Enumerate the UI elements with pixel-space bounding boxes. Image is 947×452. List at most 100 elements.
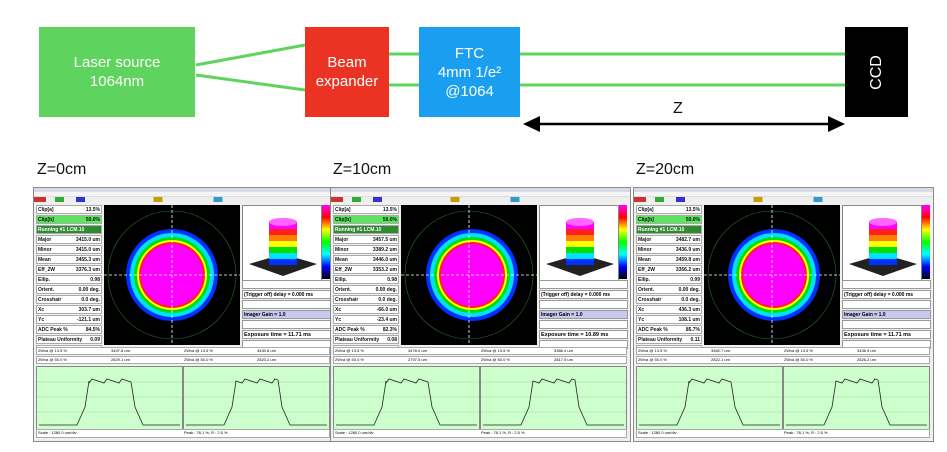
stats-cell: 2Wva @ 50.0 %	[638, 357, 667, 362]
measure-row: Orient. 0.00 deg.	[333, 285, 399, 294]
title-bar	[34, 188, 333, 192]
menu-bar	[34, 192, 333, 197]
profile-plot-x	[333, 366, 480, 430]
stats-cell: 3482.7 um	[711, 348, 730, 353]
control-panel: (Trigger off) delay = 0.000 ms Imager Gai…	[539, 280, 628, 350]
profiler-panel-0: Clip[a] 13.5% Clip[b] 50.0% Running #1 LCM.1…	[33, 187, 334, 442]
stats-row: 2Wva @ 50.0 % 2829.1 um 2Wva @ 50.0 % 2820.…	[36, 356, 330, 364]
gain-slider[interactable]	[242, 320, 331, 329]
toolbar[interactable]	[331, 197, 630, 202]
clip-b-row-value: 50.0%	[685, 216, 700, 223]
beam-3d-svg	[249, 218, 317, 276]
measure-row-key: Ellip.	[638, 276, 650, 283]
measure-row-value: 3457.5 um	[372, 236, 397, 243]
measure-row-value: 0.0 deg.	[378, 296, 397, 303]
profile-curve	[639, 378, 780, 426]
trigger-delay[interactable]: (Trigger off) delay = 0.000 ms	[242, 290, 331, 299]
clip-b-row: Clip[b] 50.0%	[636, 215, 702, 224]
clip-a-row: Clip[a] 13.5%	[36, 205, 102, 214]
beam-3d-view	[539, 205, 619, 281]
measure-row-key: Major	[638, 236, 652, 243]
stats-cell: 2797.5 um	[408, 357, 427, 362]
measure-row: Minor 3436.9 um	[636, 245, 702, 254]
trigger-delay[interactable]: (Trigger off) delay = 0.000 ms	[842, 290, 931, 299]
profile-svg	[784, 378, 929, 426]
beam-3d-slice	[269, 258, 297, 265]
exposure-time[interactable]: Exposure time = 11.71 ms	[242, 330, 331, 339]
measure-row-key: Yc	[335, 316, 342, 323]
measure-row-key: Mean	[638, 256, 651, 263]
stats-cell: 3478.0 um	[408, 348, 427, 353]
footer-text: Scale : 1280.0 um/div	[38, 430, 77, 435]
toolbar[interactable]	[34, 197, 333, 202]
clip-a-row: Clip[a] 13.5%	[636, 205, 702, 214]
color-scale-bar	[619, 205, 627, 279]
measure-row-value: 303.7 um	[78, 306, 100, 313]
profile-plot-y	[783, 366, 930, 430]
clip-a-row-value: 13.5%	[382, 206, 397, 213]
measure-row-key: Ellip.	[335, 276, 347, 283]
beam-expander-box: Beam expander	[305, 27, 389, 117]
clip-b-row: Clip[b] 50.0%	[36, 215, 102, 224]
slider-track[interactable]	[242, 300, 331, 309]
stats-cell: 2Wva @ 13.5 %	[638, 348, 667, 353]
beam-3d-slice	[566, 228, 594, 235]
stats-row: 2Wva @ 13.5 % 3478.0 um 2Wva @ 13.5 % 3386.…	[333, 347, 627, 355]
measure-row-key: Orient.	[638, 286, 655, 293]
measure-row-value: 3415.0 um	[75, 246, 100, 253]
footer-text: Peak : 78.1 %, R : 2.5 %	[784, 430, 828, 435]
width-stats: 2Wva @ 13.5 % 3482.7 um 2Wva @ 13.5 % 3436.…	[636, 347, 930, 365]
exposure-time[interactable]: Exposure time = 10.89 ms	[539, 330, 628, 339]
adc-peak-row: ADC Peak % 82.3%	[333, 325, 399, 334]
toolbar[interactable]	[634, 197, 933, 202]
profile-svg	[334, 378, 479, 426]
gain-slider[interactable]	[539, 320, 628, 329]
measure-row-value: 3459.8 um	[675, 256, 700, 263]
beam-3d-slice	[566, 240, 594, 247]
measure-row: Orient. 0.00 deg.	[36, 285, 102, 294]
stats-cell: 2Wva @ 13.5 %	[335, 348, 364, 353]
stats-cell: 3436.9 um	[857, 348, 876, 353]
trigger-delay[interactable]: (Trigger off) delay = 0.000 ms	[539, 290, 628, 299]
measure-row-key: Eff_2W	[638, 266, 655, 273]
measure-row: Crosshair 0.0 deg.	[333, 295, 399, 304]
beam-3d-view	[242, 205, 322, 281]
clip-a-row-key: Clip[a]	[638, 206, 654, 213]
measure-row-key: Minor	[638, 246, 652, 253]
beam-3d-svg	[546, 218, 614, 276]
measure-row-value: 3415.0 um	[75, 236, 100, 243]
imager-gain[interactable]: Imager Gain = 1.0	[242, 310, 331, 319]
profile-svg	[637, 378, 782, 426]
plateau-row-value: 0.11	[690, 336, 700, 343]
stats-cell: 2Wva @ 50.0 %	[38, 357, 67, 362]
profile-plot-x	[36, 366, 183, 430]
stats-cell: 2Wva @ 50.0 %	[481, 357, 510, 362]
beam-line-upper-1	[195, 43, 306, 67]
menu-bar	[634, 192, 933, 197]
measure-row: Ellip. 0.98	[333, 275, 399, 284]
profile-curve	[786, 378, 927, 426]
measure-row-key: Eff_2W	[335, 266, 352, 273]
beam-3d-slice	[269, 240, 297, 247]
imager-gain[interactable]: Imager Gain = 1.0	[842, 310, 931, 319]
exposure-time[interactable]: Exposure time = 11.71 ms	[842, 330, 931, 339]
footer-text: Scale : 1280.0 um/div	[638, 430, 677, 435]
beam-3d-slice	[566, 246, 594, 253]
beam-path-svg	[195, 43, 845, 132]
profile-plot-y	[183, 366, 330, 430]
beam-3d-slice	[566, 234, 594, 241]
gain-slider[interactable]	[842, 320, 931, 329]
measure-row-key: Orient.	[335, 286, 352, 293]
slider-track[interactable]	[539, 300, 628, 309]
measure-row-value: 0.0 deg.	[681, 296, 700, 303]
imager-gain[interactable]: Imager Gain = 1.0	[539, 310, 628, 319]
measure-row-value: 0.00 deg.	[678, 286, 700, 293]
width-stats: 2Wva @ 13.5 % 3437.8 um 2Wva @ 13.5 % 3430.…	[36, 347, 330, 365]
measure-row-value: 0.0 deg.	[81, 296, 100, 303]
distance-arrow-right-head	[828, 116, 845, 132]
stats-row: 2Wva @ 13.5 % 3437.8 um 2Wva @ 13.5 % 3430.…	[36, 347, 330, 355]
laser-source-box: Laser source 1064nm	[39, 27, 195, 117]
measure-row-value: 0.00 deg.	[375, 286, 397, 293]
slider-track[interactable]	[842, 300, 931, 309]
profile-svg	[184, 378, 329, 426]
